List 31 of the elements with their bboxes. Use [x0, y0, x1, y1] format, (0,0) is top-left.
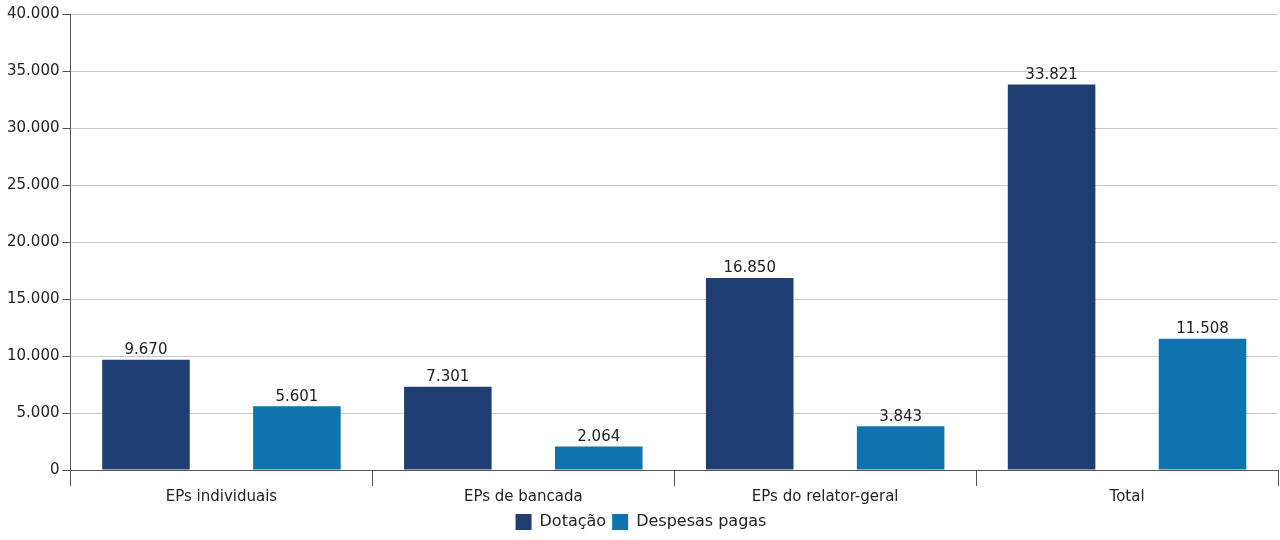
bar: [555, 446, 643, 470]
data-label: 9.670: [124, 340, 168, 359]
y-tick-label: 15.000: [6, 288, 60, 307]
data-label: 3.843: [879, 406, 923, 425]
y-tick-label: 5.000: [16, 402, 60, 421]
x-tick-label: Total: [1108, 486, 1145, 505]
y-tick-label: 30.000: [6, 117, 60, 136]
data-label: 7.301: [426, 367, 470, 386]
bar: [253, 406, 341, 470]
y-tick-label: 40.000: [6, 3, 60, 22]
x-tick-label: EPs do relator-geral: [751, 486, 899, 505]
y-tick-label: 10.000: [6, 345, 60, 364]
x-tick-label: EPs individuais: [165, 486, 278, 505]
bar: [1007, 84, 1096, 470]
y-tick-label: 35.000: [6, 60, 60, 79]
bar: [102, 359, 190, 470]
y-tick-label: 0: [49, 459, 60, 478]
y-tick-label: 25.000: [6, 174, 60, 193]
legend-label: Despesas pagas: [636, 511, 767, 531]
bar: [1158, 338, 1247, 470]
data-label: 2.064: [577, 426, 621, 445]
data-label: 5.601: [275, 386, 319, 405]
bar: [404, 386, 492, 470]
y-tick-label: 20.000: [6, 231, 60, 250]
x-tick-label: EPs de bancada: [463, 486, 583, 505]
data-label: 11.508: [1176, 319, 1229, 338]
data-label: 16.850: [723, 258, 776, 277]
bar: [856, 426, 945, 470]
data-label: 33.821: [1025, 64, 1078, 83]
legend-label: Dotação: [539, 511, 607, 531]
bar: [705, 277, 794, 470]
